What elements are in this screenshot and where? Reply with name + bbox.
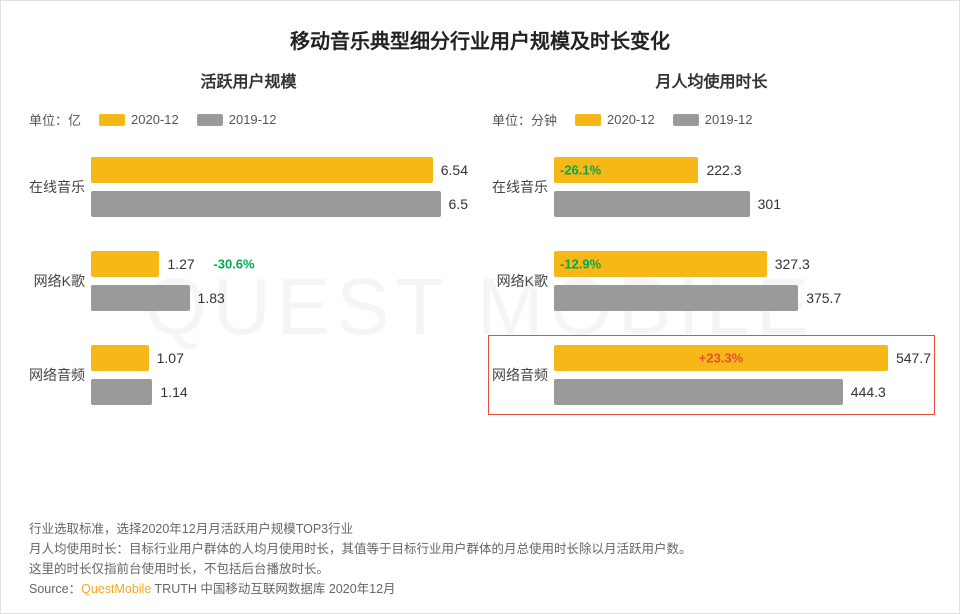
legend-item-2019: 2019-12 — [197, 112, 277, 127]
bar-row-2019: 6.5 — [91, 191, 468, 217]
value-2019: 301 — [758, 196, 781, 212]
legend-item-2020: 2020-12 — [99, 112, 179, 127]
bar-2019 — [91, 379, 152, 405]
bar-2019 — [91, 285, 190, 311]
bar-2020 — [91, 345, 149, 371]
bar-group: 网络K歌 -12.9% 327.3 375.7 — [492, 251, 931, 311]
value-2020: 1.27 — [167, 256, 194, 272]
bar-row-2019: 301 — [554, 191, 931, 217]
delta-label: -12.9% — [560, 257, 601, 272]
bars-wrap: -30.6% 1.27 1.83 — [91, 251, 468, 311]
delta-label: +23.3% — [699, 351, 743, 366]
swatch-2020 — [99, 114, 125, 126]
source-prefix: Source： — [29, 582, 81, 596]
bar-row-2019: 1.14 — [91, 379, 468, 405]
bar-row-2020: -12.9% 327.3 — [554, 251, 931, 277]
legend-label-2019: 2019-12 — [229, 112, 277, 127]
value-2020: 547.7 — [896, 350, 931, 366]
category-label: 网络K歌 — [29, 271, 91, 291]
bar-row-2020: 6.54 — [91, 157, 468, 183]
delta-label: -30.6% — [213, 257, 254, 272]
value-2020: 6.54 — [441, 162, 468, 178]
category-label: 网络K歌 — [492, 271, 554, 291]
footer-line2: 月人均使用时长：目标行业用户群体的人均月使用时长，其值等于目标行业用户群体的月总… — [29, 539, 692, 559]
bar-row-2020: -30.6% 1.27 — [91, 251, 468, 277]
bar-row-2019: 444.3 — [554, 379, 931, 405]
footer-line1: 行业选取标准，选择2020年12月月活跃用户规模TOP3行业 — [29, 519, 692, 539]
right-subtitle: 月人均使用时长 — [492, 68, 931, 92]
bar-row-2019: 375.7 — [554, 285, 931, 311]
panel-left: 活跃用户规模 单位：亿 2020-12 2019-12 在线音乐 6.54 6.5 网… — [29, 68, 468, 439]
legend-label-2020: 2020-12 — [131, 112, 179, 127]
panel-right: 月人均使用时长 单位：分钟 2020-12 2019-12 在线音乐-26.1%… — [492, 68, 931, 439]
bars-wrap: -26.1% 222.3 301 — [554, 157, 931, 217]
value-2019: 1.83 — [198, 290, 225, 306]
value-2020: 1.07 — [157, 350, 184, 366]
bar-group: 网络音频 1.07 1.14 — [29, 345, 468, 405]
panels-row: 活跃用户规模 单位：亿 2020-12 2019-12 在线音乐 6.54 6.5 网… — [29, 68, 931, 439]
chart-content: 移动音乐典型细分行业用户规模及时长变化 活跃用户规模 单位：亿 2020-12 … — [1, 1, 959, 449]
bar-row-2019: 1.83 — [91, 285, 468, 311]
footer-line3: 这里的时长仅指前台使用时长，不包括后台播放时长。 — [29, 559, 692, 579]
bar-2019 — [91, 191, 441, 217]
bars-wrap: 1.07 1.14 — [91, 345, 468, 405]
legend-label-2020-r: 2020-12 — [607, 112, 655, 127]
right-unit-label: 单位：分钟 — [492, 110, 557, 129]
bar-row-2020: -26.1% 222.3 — [554, 157, 931, 183]
value-2019: 1.14 — [160, 384, 187, 400]
bar-2020: -26.1% — [554, 157, 698, 183]
value-2019: 6.5 — [449, 196, 468, 212]
swatch-2020-r — [575, 114, 601, 126]
bar-2020: -30.6% — [91, 251, 159, 277]
legend-item-2019-r: 2019-12 — [673, 112, 753, 127]
main-title: 移动音乐典型细分行业用户规模及时长变化 — [29, 25, 931, 54]
legend-item-2020-r: 2020-12 — [575, 112, 655, 127]
category-label: 网络音频 — [492, 365, 554, 385]
swatch-2019-r — [673, 114, 699, 126]
left-legend: 单位：亿 2020-12 2019-12 — [29, 110, 468, 129]
chart-left: 在线音乐6.546.5网络K歌-30.6%1.271.83网络音频1.071.1… — [29, 157, 468, 405]
bar-row-2020: +23.3% 547.7 — [554, 345, 931, 371]
source-brand: QuestMobile — [81, 582, 151, 596]
bar-2020 — [91, 157, 433, 183]
legend-label-2019-r: 2019-12 — [705, 112, 753, 127]
bar-group: 在线音乐 -26.1% 222.3 301 — [492, 157, 931, 217]
category-label: 在线音乐 — [29, 177, 91, 197]
value-2020: 327.3 — [775, 256, 810, 272]
bar-group: 在线音乐 6.54 6.5 — [29, 157, 468, 217]
bar-group: 网络音频 +23.3% 547.7 444.3 — [492, 345, 931, 405]
bar-2020: -12.9% — [554, 251, 767, 277]
value-2020: 222.3 — [706, 162, 741, 178]
source-rest: TRUTH 中国移动互联网数据库 2020年12月 — [151, 582, 395, 596]
delta-label: -26.1% — [560, 163, 601, 178]
swatch-2019 — [197, 114, 223, 126]
bar-2019 — [554, 285, 798, 311]
bar-group: 网络K歌-30.6%1.271.83 — [29, 251, 468, 311]
footer-source: Source：QuestMobile TRUTH 中国移动互联网数据库 2020… — [29, 579, 692, 599]
category-label: 网络音频 — [29, 365, 91, 385]
right-legend: 单位：分钟 2020-12 2019-12 — [492, 110, 931, 129]
value-2019: 444.3 — [851, 384, 886, 400]
bar-2020: +23.3% — [554, 345, 888, 371]
left-unit-label: 单位：亿 — [29, 110, 81, 129]
bar-2019 — [554, 191, 750, 217]
bars-wrap: +23.3% 547.7 444.3 — [554, 345, 931, 405]
bars-wrap: -12.9% 327.3 375.7 — [554, 251, 931, 311]
category-label: 在线音乐 — [492, 177, 554, 197]
bars-wrap: 6.54 6.5 — [91, 157, 468, 217]
left-subtitle: 活跃用户规模 — [29, 68, 468, 92]
value-2019: 375.7 — [806, 290, 841, 306]
footer-notes: 行业选取标准，选择2020年12月月活跃用户规模TOP3行业 月人均使用时长：目… — [29, 519, 692, 599]
bar-2019 — [554, 379, 843, 405]
bar-row-2020: 1.07 — [91, 345, 468, 371]
chart-right: 在线音乐-26.1%222.3301网络K歌-12.9%327.3375.7网络… — [492, 157, 931, 405]
